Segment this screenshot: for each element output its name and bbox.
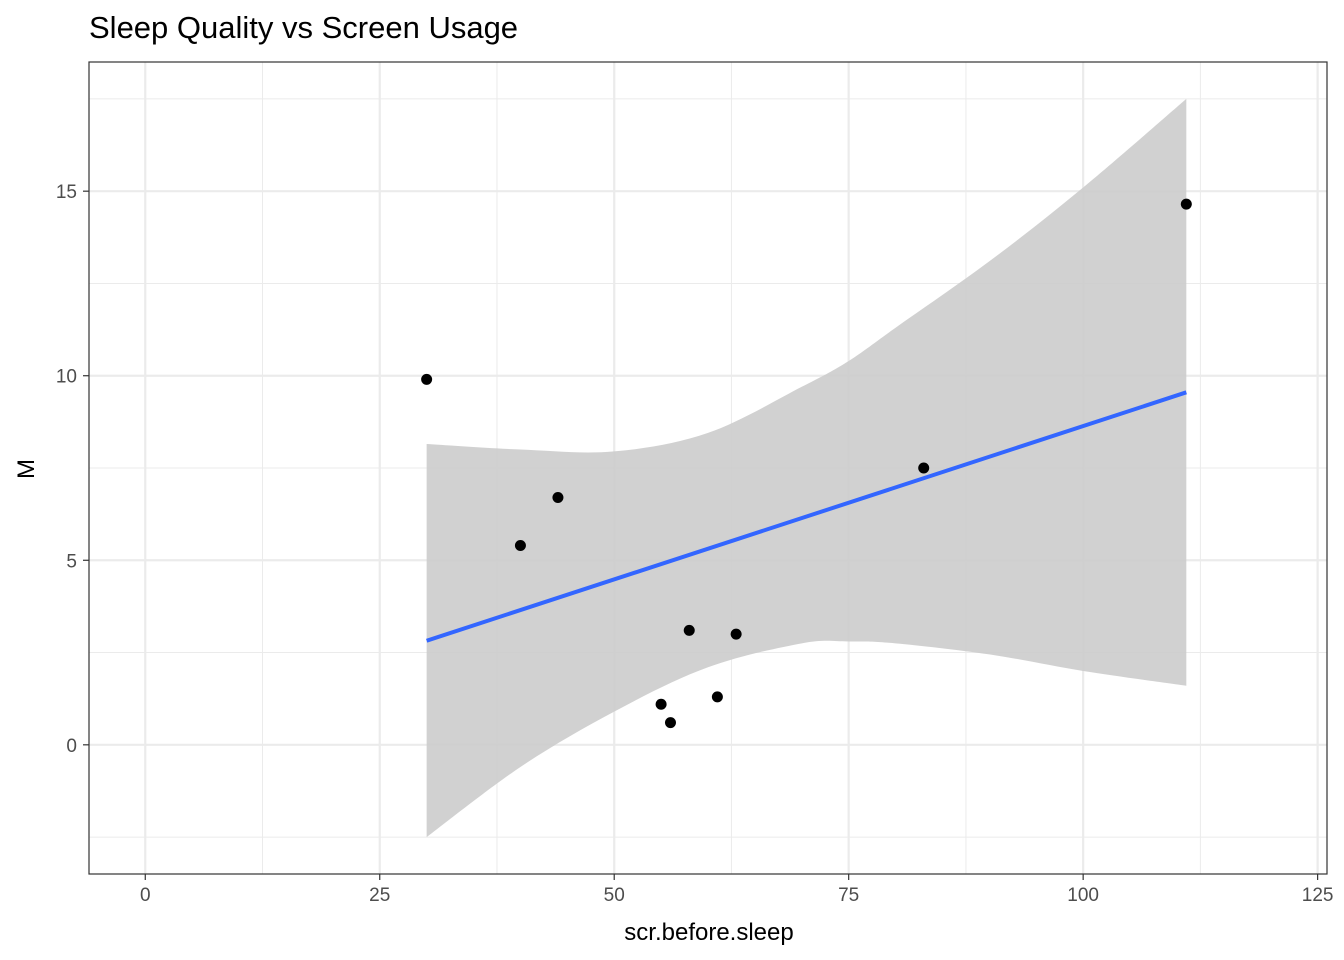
- x-tick-label: 25: [369, 885, 390, 906]
- x-tick-label: 125: [1302, 885, 1334, 906]
- data-point: [514, 540, 526, 552]
- y-tick-label: 5: [66, 551, 77, 572]
- data-point: [664, 717, 676, 729]
- confidence-band: [426, 98, 1187, 838]
- data-point: [711, 691, 723, 703]
- x-tick-label: 0: [140, 885, 151, 906]
- trend-line-group: [426, 390, 1187, 643]
- y-axis-title: M: [13, 459, 40, 479]
- x-tick-label: 100: [1067, 885, 1099, 906]
- x-tick-label: 50: [604, 885, 625, 906]
- x-tick-label: 75: [838, 885, 859, 906]
- panel-border: [88, 61, 1328, 875]
- data-point: [918, 462, 930, 474]
- y-axis: 0 5 10 15: [56, 182, 89, 757]
- y-tick-label: 10: [56, 367, 77, 388]
- chart-title: Sleep Quality vs Screen Usage: [89, 10, 518, 45]
- x-axis: 0 25 50 75 100 125: [140, 874, 1333, 906]
- data-point: [655, 698, 667, 710]
- data-point: [683, 624, 695, 636]
- y-tick-label: 0: [66, 736, 77, 757]
- x-axis-title: scr.before.sleep: [624, 919, 793, 946]
- trend-line: [426, 390, 1187, 643]
- confidence-band-area: [426, 98, 1187, 838]
- data-points: [421, 198, 1192, 729]
- data-point: [421, 373, 433, 385]
- y-tick-label: 15: [56, 182, 77, 203]
- data-point: [1180, 198, 1192, 210]
- data-point: [552, 492, 564, 504]
- data-point: [730, 628, 742, 640]
